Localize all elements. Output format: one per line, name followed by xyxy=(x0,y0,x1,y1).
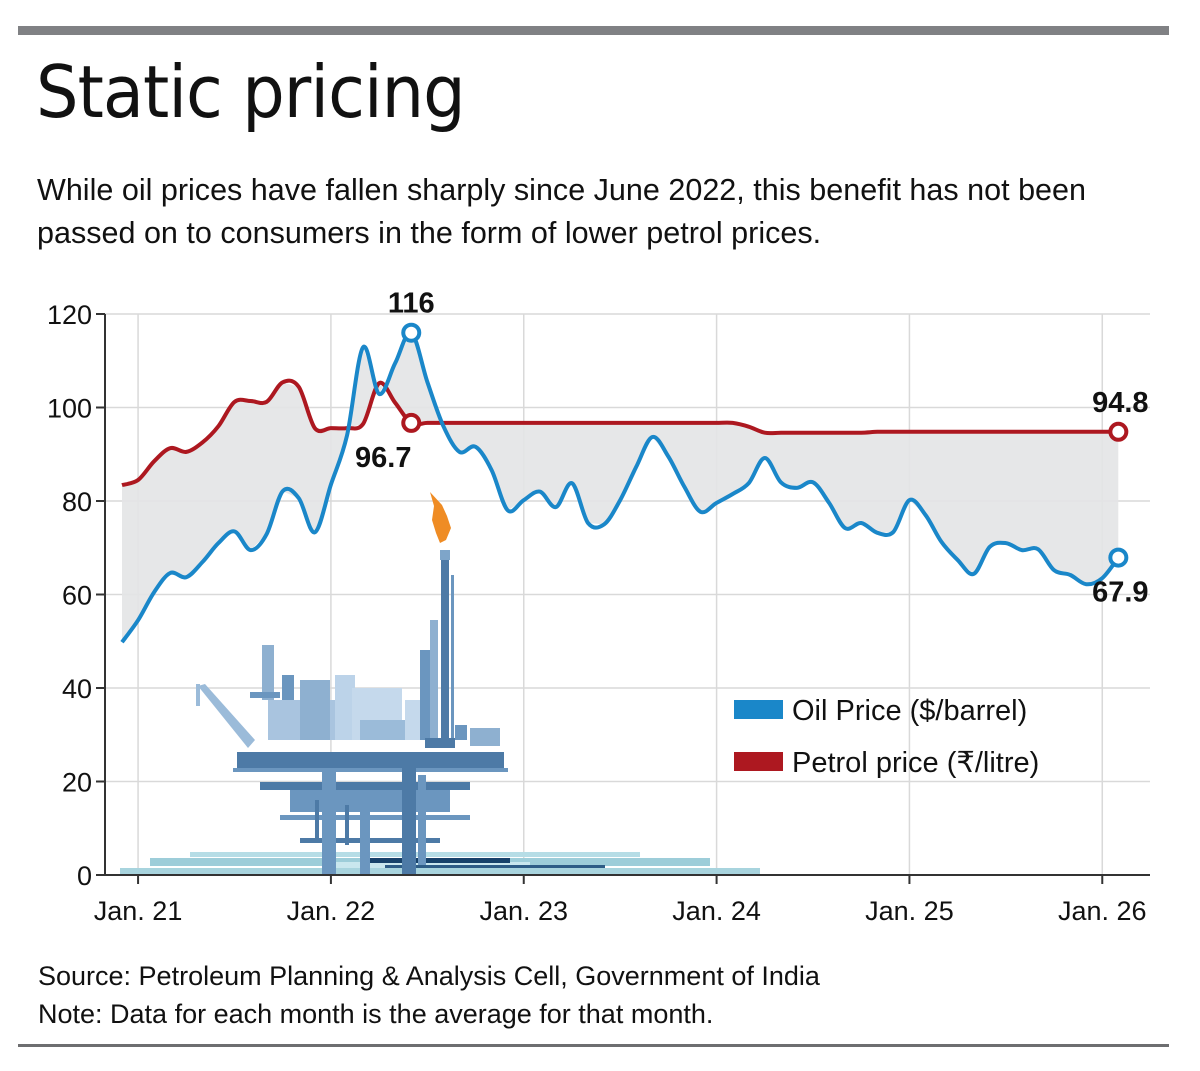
rig-deck-icon xyxy=(233,752,508,875)
x-tick-label: Jan. 21 xyxy=(94,896,183,926)
x-tick-label: Jan. 24 xyxy=(672,896,761,926)
price-gap-area xyxy=(122,332,1119,643)
crane-icon xyxy=(196,684,255,748)
legend-oil-label: Oil Price ($/barrel) xyxy=(792,695,1027,727)
chart-subtitle: While oil prices have fallen sharply sin… xyxy=(37,172,1087,250)
axes: 0 20 40 60 80 100 120 Jan. 21 Jan. 22 Jan. 23 Jan.… xyxy=(47,300,1150,926)
rig-structure-icon xyxy=(250,492,500,748)
oil-annotation-label: 116 xyxy=(388,288,435,320)
y-tick-label: 20 xyxy=(62,768,92,798)
x-tick-label: Jan. 25 xyxy=(865,896,954,926)
petrol-annotation-marker xyxy=(401,412,422,433)
annotation-markers: 116 96.7 94.8 67.9 xyxy=(355,288,1149,609)
y-tick-label: 120 xyxy=(47,300,92,330)
x-tick-label: Jan. 26 xyxy=(1058,896,1147,926)
footer: Source: Petroleum Planning & Analysis Ce… xyxy=(38,957,820,1033)
y-tick-label: 60 xyxy=(62,581,92,611)
grid xyxy=(105,313,1150,875)
oil-annotation-marker xyxy=(1108,547,1129,568)
chart-title: Static pricing xyxy=(36,50,466,134)
y-tick-label: 40 xyxy=(62,674,92,704)
petrol-annotation-label: 94.8 xyxy=(1092,387,1148,419)
bottom-rule xyxy=(18,1044,1169,1047)
legend-oil-swatch xyxy=(734,700,783,719)
y-tick-label: 100 xyxy=(47,394,92,424)
oil-rig-illustration xyxy=(120,492,760,875)
data-note: Note: Data for each month is the average… xyxy=(38,999,714,1029)
flame-icon xyxy=(430,492,451,543)
petrol-annotation-marker xyxy=(1108,421,1129,442)
legend-petrol-swatch xyxy=(734,752,783,771)
x-tick-label: Jan. 22 xyxy=(287,896,376,926)
oil-price-line xyxy=(120,330,1120,644)
top-rule xyxy=(18,26,1169,35)
source-note: Source: Petroleum Planning & Analysis Ce… xyxy=(38,961,820,991)
petrol-price-line xyxy=(121,378,1119,488)
oil-annotation-label: 67.9 xyxy=(1092,577,1148,609)
oil-annotation-marker xyxy=(401,322,422,343)
petrol-annotation-label: 96.7 xyxy=(355,442,411,474)
y-tick-label: 80 xyxy=(62,487,92,517)
legend: Oil Price ($/barrel) Petrol price (₹/lit… xyxy=(734,695,1039,779)
sea-icon xyxy=(120,852,760,874)
y-tick-label: 0 xyxy=(77,861,92,891)
x-tick-label: Jan. 23 xyxy=(479,896,568,926)
legend-petrol-label: Petrol price (₹/litre) xyxy=(792,747,1039,779)
